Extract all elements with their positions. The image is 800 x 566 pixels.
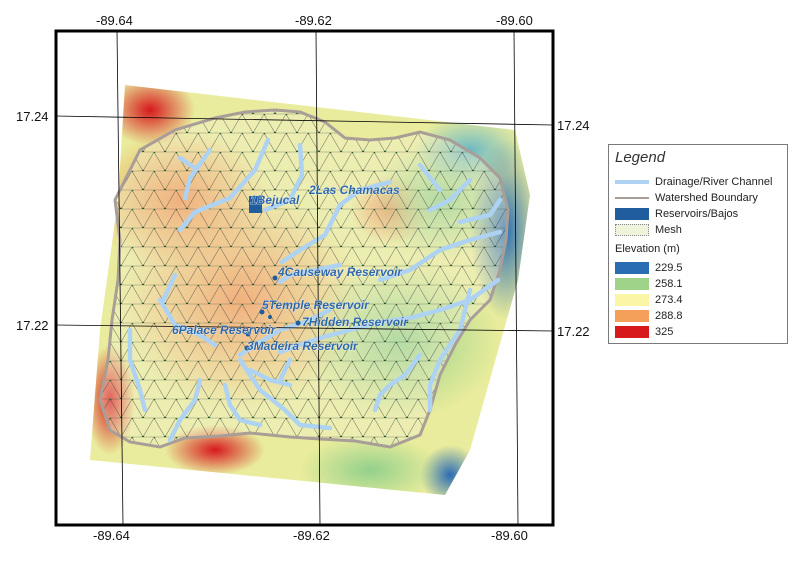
legend-item-drainage: Drainage/River Channel	[615, 175, 772, 189]
legend-elev-1: 229.5	[615, 261, 683, 275]
legend-elev-3: 273.4	[615, 293, 683, 307]
lat-label-left-1: 17.24	[16, 109, 49, 124]
legend-elev-4: 288.8	[615, 309, 683, 323]
elev-label: 288.8	[655, 310, 683, 322]
site-label-temple-reservoir: 5Temple Reservoir	[262, 298, 370, 312]
lon-label-top-3: -89.60	[496, 13, 533, 28]
legend-item-watershed: Watershed Boundary	[615, 191, 758, 205]
elev-label: 229.5	[655, 262, 683, 274]
site-label-las-chamacas: 2Las Chamacas	[308, 183, 400, 197]
legend-title: Legend	[615, 149, 666, 166]
elev-swatch-icon	[615, 294, 649, 306]
reservoir-markers	[244, 275, 301, 351]
lat-label-right-2: 17.22	[557, 324, 590, 339]
lon-label-bottom-1: -89.64	[93, 528, 130, 543]
elev-label: 325	[655, 326, 674, 338]
lon-label-top-1: -89.64	[96, 13, 133, 28]
elev-swatch-icon	[615, 262, 649, 274]
elev-label: 258.1	[655, 278, 683, 290]
legend-item-reservoirs: Reservoirs/Bajos	[615, 207, 738, 221]
elev-swatch-icon	[615, 326, 649, 338]
elevation-title: Elevation (m)	[615, 243, 680, 255]
site-label-madeira-reservoir: 3Madeira Reservoir	[247, 339, 359, 353]
elev-swatch-icon	[615, 310, 649, 322]
reservoir-swatch-icon	[615, 208, 649, 220]
site-label-bejucal: 1Bejucal	[250, 193, 300, 207]
legend-label-reservoirs: Reservoirs/Bajos	[655, 208, 739, 220]
legend: Legend Drainage/River Channel Watershed …	[608, 144, 788, 344]
legend-item-mesh: Mesh	[615, 223, 682, 237]
legend-elev-2: 258.1	[615, 277, 683, 291]
drainage-channels	[127, 137, 503, 443]
graticule	[55, 30, 554, 526]
lon-label-top-2: -89.62	[295, 13, 332, 28]
drainage-line-icon	[615, 176, 649, 188]
legend-label-drainage: Drainage/River Channel	[655, 176, 773, 188]
legend-label-watershed: Watershed Boundary	[655, 192, 758, 204]
site-label-hidden-reservoir: 7Hidden Reservoir	[302, 315, 409, 329]
mesh-swatch-icon	[615, 224, 649, 236]
watershed-line-icon	[615, 192, 649, 204]
lon-label-bottom-2: -89.62	[293, 528, 330, 543]
site-label-palace-reservoir: 6Palace Reservoir	[172, 323, 277, 337]
reservoir-bejucal	[249, 196, 262, 213]
elev-swatch-icon	[615, 278, 649, 290]
legend-elev-5: 325	[615, 325, 673, 339]
elev-label: 273.4	[655, 294, 683, 306]
lat-label-right-1: 17.24	[557, 118, 590, 133]
lon-label-bottom-3: -89.60	[491, 528, 528, 543]
legend-label-mesh: Mesh	[655, 224, 682, 236]
lat-label-left-2: 17.22	[16, 318, 49, 333]
site-label-causeway-reservoir: 4Causeway Reservoir	[277, 265, 403, 279]
